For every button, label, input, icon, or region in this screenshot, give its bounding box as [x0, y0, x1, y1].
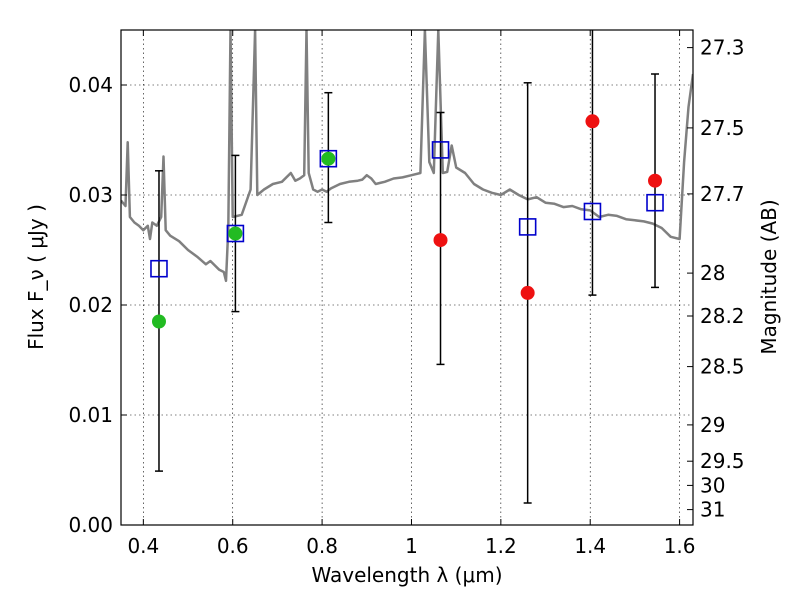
x-tick-label: 1.6 [664, 534, 696, 558]
y-axis-title: Flux F_ν ( μJy ) [24, 204, 48, 350]
y-tick-label: 0.02 [68, 293, 113, 317]
y-tick-label: 0.03 [68, 183, 113, 207]
square-marker [319, 149, 338, 168]
marker-layer [150, 114, 664, 329]
plot-frame [120, 29, 694, 526]
x-tick-label: 0.6 [217, 534, 249, 558]
spectrum-line-layer [121, 30, 693, 283]
right-tick-label: 29 [700, 413, 725, 437]
right-tick-label: 27.5 [700, 116, 745, 140]
circle-marker [585, 114, 600, 129]
y-tick-label: 0.01 [68, 403, 113, 427]
circle-marker [151, 314, 166, 329]
x-tick-label: 0.4 [127, 534, 159, 558]
right-tick-label: 31 [700, 498, 725, 522]
square-marker [150, 259, 168, 278]
circle-marker [321, 151, 336, 166]
right-tick-label: 29.5 [700, 449, 745, 473]
y-tick-label: 0.04 [68, 73, 113, 97]
square-marker [431, 141, 450, 159]
circle-marker [648, 173, 663, 188]
x-tick-label: 1.4 [574, 534, 606, 558]
spectrum-line [121, 30, 693, 283]
right-tick-label: 27.3 [700, 36, 745, 60]
square-marker [583, 202, 602, 221]
x-tick-label: 0.8 [306, 534, 338, 558]
square-marker [226, 224, 245, 243]
circle-marker [433, 233, 448, 248]
square-marker [646, 193, 664, 212]
right-tick-label: 27.7 [700, 182, 745, 206]
x-axis-title: Wavelength λ (μm) [311, 563, 502, 587]
square-marker [518, 218, 537, 236]
y-tick-label: 0.00 [68, 513, 113, 537]
grid-lines [121, 30, 693, 526]
right-axis-title: Magnitude (AB) [757, 199, 781, 354]
axis-ticks: 0.4 0.6 0.8 1 1.2 1.4 1.6 0.00 0.01 0.02 0.03 0.04 2… [68, 30, 745, 558]
x-tick-label: 1.2 [485, 534, 517, 558]
right-tick-label: 28 [700, 261, 725, 285]
right-tick-label: 28.2 [700, 304, 745, 328]
circle-marker [228, 226, 243, 241]
right-tick-label: 30 [700, 473, 725, 497]
circle-marker [520, 285, 535, 300]
plot-background [121, 30, 693, 525]
right-tick-label: 28.5 [700, 355, 745, 379]
x-tick-label: 1 [405, 534, 418, 558]
